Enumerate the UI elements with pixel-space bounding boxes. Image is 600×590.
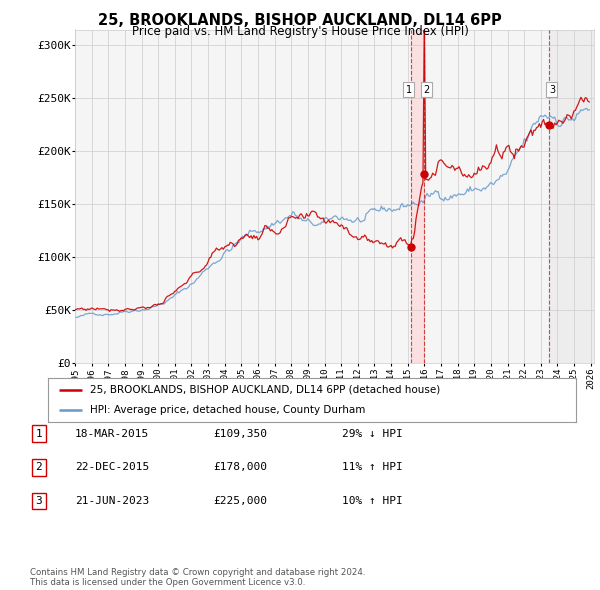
Text: 2: 2	[35, 463, 43, 472]
Text: 29% ↓ HPI: 29% ↓ HPI	[342, 429, 403, 438]
Text: £178,000: £178,000	[213, 463, 267, 472]
Text: 10% ↑ HPI: 10% ↑ HPI	[342, 496, 403, 506]
Text: Price paid vs. HM Land Registry's House Price Index (HPI): Price paid vs. HM Land Registry's House …	[131, 25, 469, 38]
Text: HPI: Average price, detached house, County Durham: HPI: Average price, detached house, Coun…	[90, 405, 365, 415]
Text: 22-DEC-2015: 22-DEC-2015	[75, 463, 149, 472]
Bar	[411, 30, 424, 363]
Text: £225,000: £225,000	[213, 496, 267, 506]
Text: £109,350: £109,350	[213, 429, 267, 438]
Bar	[548, 30, 594, 363]
Text: 3: 3	[35, 496, 43, 506]
Text: 1: 1	[35, 429, 43, 438]
Text: 11% ↑ HPI: 11% ↑ HPI	[342, 463, 403, 472]
Text: 25, BROOKLANDS, BISHOP AUCKLAND, DL14 6PP: 25, BROOKLANDS, BISHOP AUCKLAND, DL14 6P…	[98, 13, 502, 28]
Text: 18-MAR-2015: 18-MAR-2015	[75, 429, 149, 438]
Text: 21-JUN-2023: 21-JUN-2023	[75, 496, 149, 506]
Text: 3: 3	[549, 85, 555, 95]
Text: 1: 1	[406, 85, 412, 95]
Text: 25, BROOKLANDS, BISHOP AUCKLAND, DL14 6PP (detached house): 25, BROOKLANDS, BISHOP AUCKLAND, DL14 6P…	[90, 385, 440, 395]
Text: 2: 2	[424, 85, 430, 95]
Text: Contains HM Land Registry data © Crown copyright and database right 2024.
This d: Contains HM Land Registry data © Crown c…	[30, 568, 365, 587]
